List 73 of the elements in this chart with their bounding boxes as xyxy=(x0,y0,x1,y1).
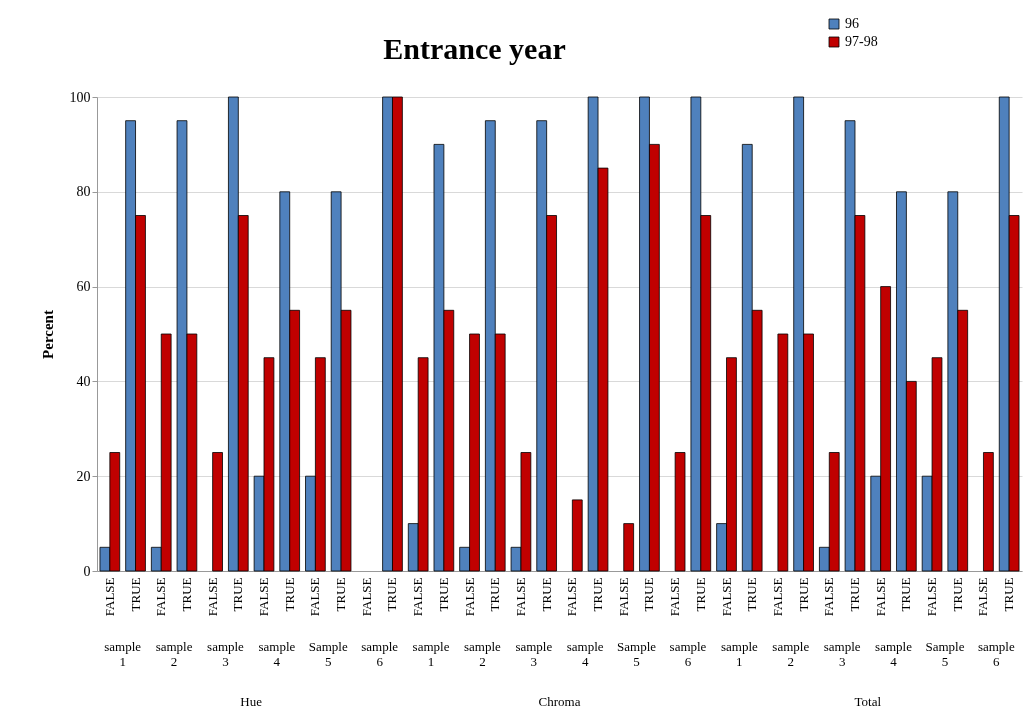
legend-label: 96 xyxy=(845,16,859,31)
bar xyxy=(623,523,635,572)
bar xyxy=(777,333,789,572)
bar xyxy=(674,452,686,572)
y-tick-label: 100 xyxy=(69,89,91,105)
x-tick-label: TRUE xyxy=(230,577,246,612)
text: Hue xyxy=(240,694,263,709)
x-tick-label: FALSE xyxy=(153,577,169,617)
x-tick-label: FALSE xyxy=(461,577,477,617)
bar xyxy=(571,499,583,572)
x-tick-label: FALSE xyxy=(204,577,220,617)
x-tick-label: TRUE xyxy=(538,577,554,612)
x-tick-label: TRUE xyxy=(641,577,657,612)
y-tick-label: 80 xyxy=(76,184,91,200)
text: sample 1 xyxy=(412,639,450,669)
y-axis-title: Percent xyxy=(39,310,56,359)
text: sample 6 xyxy=(977,639,1015,669)
bar xyxy=(212,452,223,572)
x-tick-label: FALSE xyxy=(821,577,837,617)
x-tick-label: FALSE xyxy=(256,577,272,617)
text: sample 2 xyxy=(772,639,810,669)
x-tick-label: FALSE xyxy=(924,577,940,617)
x-tick-label: FALSE xyxy=(718,577,734,617)
x-tick-label: TRUE xyxy=(795,577,811,612)
x-tick-label: TRUE xyxy=(949,577,965,612)
chart-title: Entrance year xyxy=(383,32,566,65)
text: sample 4 xyxy=(258,639,296,669)
text: sample 6 xyxy=(669,639,707,669)
text: sample 2 xyxy=(464,639,502,669)
x-tick-label: TRUE xyxy=(744,577,760,612)
x-tick-label: TRUE xyxy=(898,577,914,612)
x-tick-label: FALSE xyxy=(101,577,117,617)
text: Sample 5 xyxy=(308,639,348,669)
text: Chroma xyxy=(538,694,581,709)
x-tick-label: FALSE xyxy=(872,577,888,617)
x-tick-label: FALSE xyxy=(358,577,374,617)
text: sample 3 xyxy=(207,639,245,669)
text: Total xyxy=(854,694,882,709)
text: sample 2 xyxy=(155,639,193,669)
text: sample 1 xyxy=(720,639,758,669)
y-tick-label: 20 xyxy=(76,468,91,484)
x-tick-label: TRUE xyxy=(846,577,862,612)
x-tick-label: FALSE xyxy=(975,577,991,617)
x-tick-label: FALSE xyxy=(564,577,580,617)
x-tick-label: FALSE xyxy=(410,577,426,617)
x-tick-label: FALSE xyxy=(615,577,631,617)
x-tick-label: FALSE xyxy=(512,577,528,617)
x-tick-label: FALSE xyxy=(667,577,683,617)
y-tick-label: 0 xyxy=(83,563,91,579)
text: sample 4 xyxy=(566,639,604,669)
legend-label: 97-98 xyxy=(845,34,878,49)
text: sample 6 xyxy=(361,639,399,669)
text: Sample 5 xyxy=(925,639,965,669)
text: sample 4 xyxy=(875,639,913,669)
x-tick-label: TRUE xyxy=(384,577,400,612)
x-tick-label: TRUE xyxy=(178,577,194,612)
text: sample 3 xyxy=(823,639,861,669)
x-tick-label: TRUE xyxy=(435,577,451,612)
x-tick-label: TRUE xyxy=(281,577,297,612)
x-tick-label: TRUE xyxy=(127,577,143,612)
x-tick-label: TRUE xyxy=(692,577,708,612)
text: sample 1 xyxy=(104,639,142,669)
x-tick-label: TRUE xyxy=(590,577,606,612)
y-tick-label: 60 xyxy=(76,279,91,295)
x-tick-label: TRUE xyxy=(1001,577,1017,612)
bar xyxy=(983,452,994,572)
x-tick-label: FALSE xyxy=(307,577,323,617)
x-tick-label: FALSE xyxy=(769,577,785,617)
text: Sample 5 xyxy=(617,639,657,669)
text: sample 3 xyxy=(515,639,553,669)
x-tick-label: TRUE xyxy=(333,577,349,612)
x-tick-label: TRUE xyxy=(487,577,503,612)
y-tick-label: 40 xyxy=(76,373,91,389)
